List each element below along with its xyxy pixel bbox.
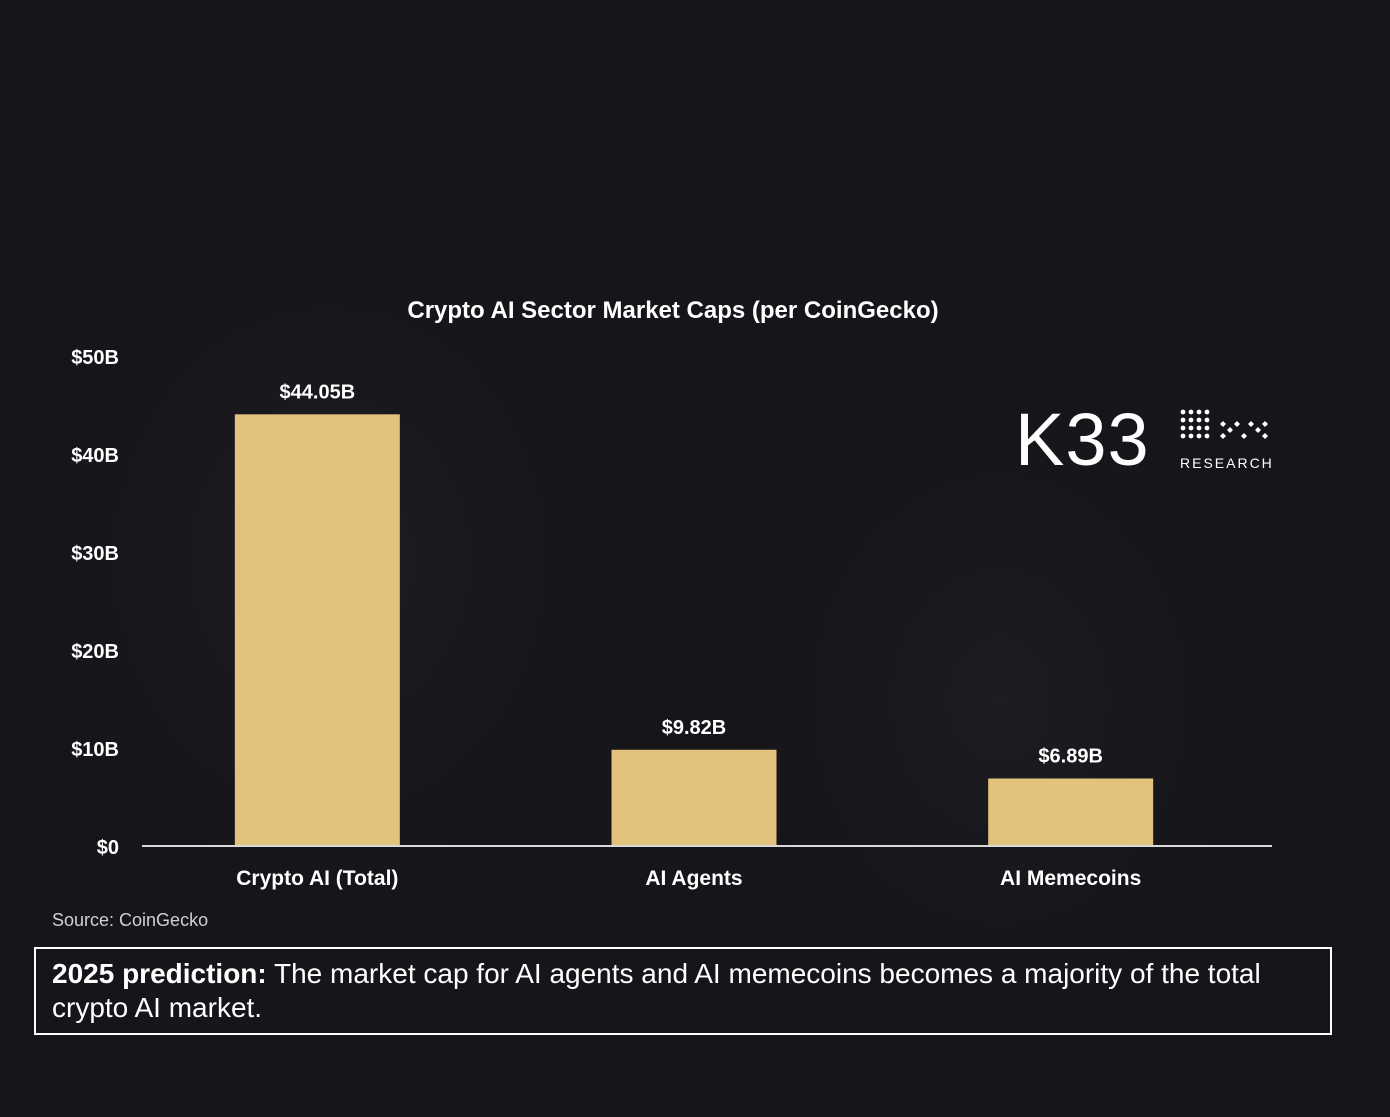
dot-grid-icon	[1180, 409, 1268, 439]
prediction-box: 2025 prediction: The market cap for AI a…	[34, 947, 1332, 1035]
y-tick-label: $30B	[71, 543, 119, 565]
logo-wordmark: K33	[1015, 398, 1150, 481]
chart-title: Crypto AI Sector Market Caps (per CoinGe…	[407, 297, 939, 324]
y-tick-label: $40B	[71, 445, 119, 467]
bar	[611, 749, 777, 846]
bar-chart: $0 $10B $20B $30B $40B $50B $44.05B Crypto AI (…	[71, 347, 1272, 890]
bar	[234, 414, 400, 846]
x-tick-label: AI Agents	[645, 867, 742, 890]
x-tick-label: Crypto AI (Total)	[236, 867, 398, 890]
bar	[988, 778, 1154, 846]
data-label: $6.89B	[1038, 745, 1103, 767]
logo-subtitle: RESEARCH	[1180, 455, 1274, 471]
k33-logo: K33 RESEARCH	[1015, 403, 1275, 479]
prediction-lead: 2025 prediction:	[52, 958, 267, 989]
y-tick-label: $0	[97, 837, 119, 859]
x-tick-label: AI Memecoins	[1000, 867, 1141, 890]
prediction-text: The market cap for AI agents and AI meme…	[52, 958, 1261, 1023]
y-tick-label: $20B	[71, 641, 119, 663]
data-label: $9.82B	[662, 717, 727, 739]
y-tick-label: $10B	[71, 739, 119, 761]
y-tick-label: $50B	[71, 347, 119, 369]
source-note: Source: CoinGecko	[52, 910, 209, 930]
data-label: $44.05B	[280, 381, 356, 403]
